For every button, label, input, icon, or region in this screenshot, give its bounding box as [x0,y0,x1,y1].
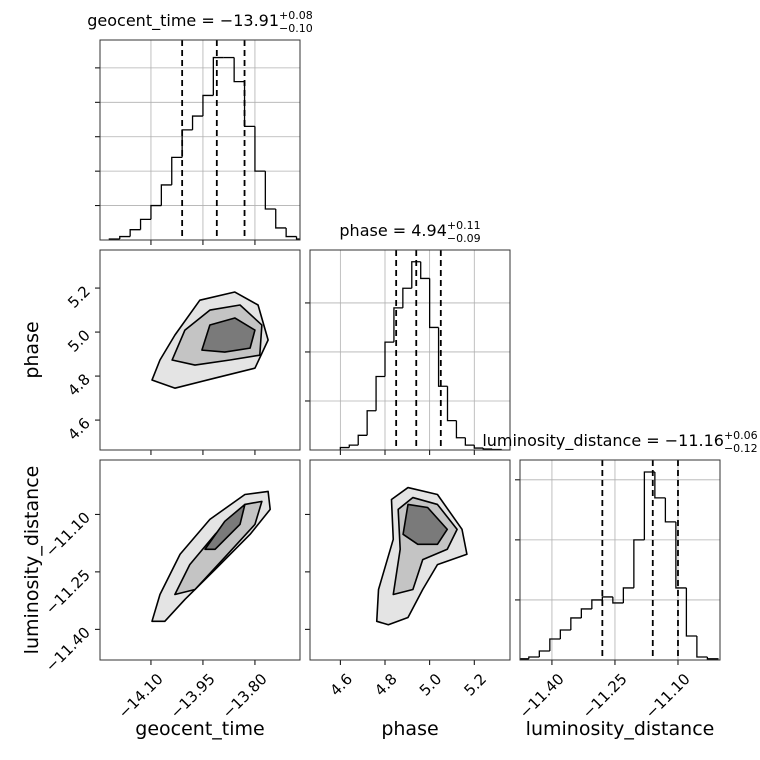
panel-frame [519,459,721,661]
histogram-bin [633,539,645,588]
histogram-bin [129,229,141,237]
histogram-bin [580,608,592,618]
histogram-bin [233,57,245,83]
panel [310,250,510,450]
histogram-bin [559,629,571,639]
histogram-bin [675,521,687,589]
histogram-bin [411,261,421,289]
panel-frame [309,249,511,451]
panel-frame [99,459,301,661]
histogram-bin [119,235,131,239]
y-axis-label: luminosity_distance [21,466,43,655]
contour [402,503,449,546]
title-main: geocent_time = −13.91 [87,11,279,31]
histogram-bin [212,56,224,96]
histogram-bin [654,472,666,499]
histogram-bin [473,445,484,449]
histogram-bin [570,617,582,630]
histogram-bin [150,204,162,220]
histogram-bin [482,448,493,450]
histogram-bin [538,650,550,657]
panel-frame [99,39,301,241]
contour [204,503,246,551]
panel [151,490,271,623]
title-upper: +0.11 [447,219,481,232]
panel-title: luminosity_distance = −11.16+0.06 −0.12 [482,429,757,455]
histogram-bin [254,126,266,172]
histogram-bin [191,115,203,130]
histogram-bin [139,218,151,230]
histogram-bin [275,209,287,229]
histogram-bin [420,261,430,280]
panel [375,486,468,626]
x-axis-label: geocent_time [135,718,264,740]
histogram-bin [685,587,697,637]
histogram-bin [243,81,255,128]
histogram-bin [171,156,183,185]
histogram-bin [357,434,368,446]
histogram-bin [202,94,214,117]
histogram-bin [437,327,448,387]
histogram-bin [428,278,439,329]
histogram-bin [549,638,561,651]
histogram-bin [348,444,359,448]
panel [520,460,720,660]
histogram-bin [696,635,708,658]
panel-frame [99,249,301,451]
title-lower: −0.10 [279,22,313,35]
histogram-bin [706,656,719,660]
title-main: luminosity_distance = −11.16 [482,431,724,451]
x-axis-label: phase [381,718,438,740]
histogram-bin [591,599,603,609]
title-lower: −0.12 [724,442,758,455]
histogram-bin [402,287,412,308]
histogram-bin [160,184,172,206]
panel-title: phase = 4.94+0.11 −0.09 [339,219,480,245]
histogram-bin [612,596,624,604]
panel-frame [309,459,511,661]
histogram-bin [366,410,377,436]
histogram-bin [455,420,466,439]
histogram-bin [181,129,193,158]
panel-title: geocent_time = −13.91+0.08 −0.10 [87,9,313,35]
y-axis-label: phase [21,321,43,378]
histogram-bin [446,386,457,422]
contour [201,317,256,353]
title-upper: +0.08 [279,9,313,22]
histogram-bin [622,587,634,603]
histogram-bin [264,171,276,210]
title-upper: +0.06 [724,429,758,442]
histogram-bin [295,236,300,240]
panel [100,40,300,240]
histogram-bin [520,658,529,660]
histogram-bin [528,656,540,659]
histogram-bin [285,227,297,238]
histogram-bin [393,307,403,343]
histogram-bin [384,341,394,377]
title-main: phase = 4.94 [339,221,446,240]
histogram-bin [601,596,613,600]
histogram-bin [339,446,350,450]
title-lower: −0.09 [447,232,481,245]
histogram-bin [375,375,385,411]
panel [151,291,269,389]
histogram-bin [643,471,655,540]
x-axis-label: luminosity_distance [526,718,715,740]
histogram-bin [464,437,475,446]
histogram-bin [664,497,676,523]
